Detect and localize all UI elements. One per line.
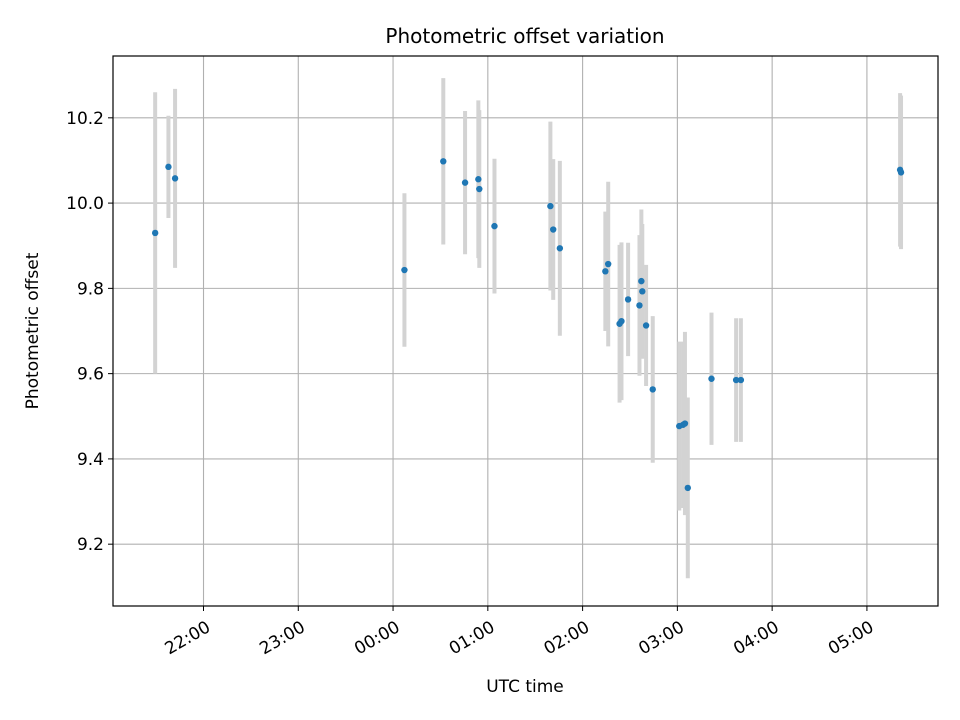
y-tick-label: 9.6 [77, 365, 104, 385]
data-point [737, 376, 745, 384]
data-point [624, 296, 632, 303]
data-point [681, 420, 689, 427]
data-points [151, 158, 905, 492]
data-point [171, 175, 179, 182]
data-point [491, 222, 498, 230]
data-point [604, 260, 612, 268]
y-tick-label: 9.2 [77, 535, 104, 555]
data-point [639, 288, 646, 295]
data-point [151, 229, 159, 237]
data-point [165, 163, 172, 171]
data-point [708, 375, 715, 382]
y-tick-label: 9.4 [77, 450, 104, 470]
x-axis-label: UTC time [486, 677, 564, 697]
data-point [897, 169, 905, 176]
data-point [440, 158, 447, 165]
y-tick-label: 10.0 [66, 194, 104, 214]
data-point [476, 185, 483, 193]
chart-title: Photometric offset variation [385, 24, 664, 48]
data-point [550, 226, 557, 233]
data-point [602, 268, 609, 275]
data-point [556, 245, 564, 252]
data-point [732, 376, 740, 384]
data-point [475, 176, 482, 183]
y-tick-label: 9.8 [77, 279, 104, 299]
data-point [547, 202, 554, 210]
plot-area-frame [112, 55, 939, 607]
data-point [618, 317, 625, 325]
data-point [461, 179, 469, 186]
grid-lines [113, 56, 938, 606]
data-point [684, 484, 691, 492]
data-point [638, 277, 645, 285]
data-point [642, 322, 650, 329]
y-tick-label: 10.2 [66, 109, 104, 129]
y-axis-label: Photometric offset [23, 252, 43, 409]
data-point [636, 302, 643, 309]
y-axis-ticks: 9.2 9.4 9.6 9.8 10.0 10.2 [66, 109, 113, 555]
data-point [401, 266, 408, 274]
data-point [649, 386, 656, 393]
